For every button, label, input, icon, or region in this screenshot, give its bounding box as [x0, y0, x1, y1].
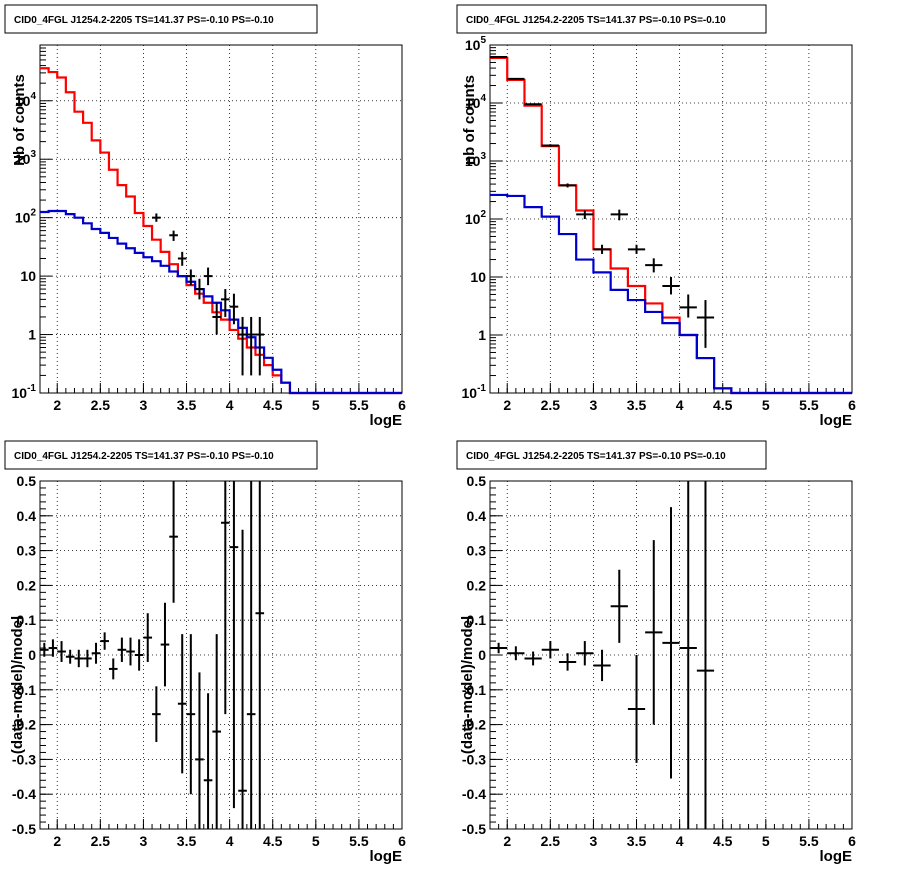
y-axis-label: (data-model)/model: [459, 616, 476, 754]
y-axis-label: (data-model)/model: [9, 616, 26, 754]
y-tick-label: 10: [20, 268, 36, 284]
histogram-series-2: [490, 193, 852, 395]
x-tick-label: 4.5: [713, 397, 733, 413]
y-tick-label: 0.5: [467, 473, 487, 489]
y-tick-label: 102: [465, 209, 487, 227]
y-tick-label: -0.5: [12, 821, 36, 837]
y-tick-label: 104: [465, 93, 487, 111]
x-tick-label: 5: [312, 833, 320, 849]
title-box: [456, 4, 767, 34]
y-tick-label: 102: [15, 208, 37, 226]
y-tick-label: -0.3: [12, 751, 36, 767]
chart-title: CID0_4FGL J1254.2-2205 TS=141.37 PS=-0.1…: [14, 15, 274, 26]
x-tick-label: 2: [53, 833, 61, 849]
x-tick-label: 2.5: [91, 833, 111, 849]
x-tick-label: 2.5: [541, 397, 561, 413]
y-tick-label: 0.5: [17, 473, 37, 489]
x-tick-label: 6: [848, 397, 856, 413]
x-tick-label: 5.5: [799, 833, 819, 849]
x-tick-label: 5: [312, 397, 320, 413]
x-tick-label: 2: [53, 397, 61, 413]
y-tick-label: -0.2: [462, 717, 486, 733]
y-tick-label: 104: [15, 91, 37, 109]
chart-title: CID0_4FGL J1254.2-2205 TS=141.37 PS=-0.1…: [466, 451, 726, 462]
y-tick-label: 0.1: [17, 612, 37, 628]
y-axis-label: Nb of counts: [11, 74, 28, 166]
x-tick-label: 2: [503, 397, 511, 413]
x-tick-label: 2: [503, 833, 511, 849]
x-tick-label: 2.5: [91, 397, 111, 413]
x-tick-label: 3: [140, 833, 148, 849]
plot-frame: [39, 44, 403, 394]
panel-3: 2 2.5 3 3.5 4 4.5 5 5.5 6 -0.5 -0.4 -0.3 -0.2 -0.1 0 0.…: [4, 440, 406, 865]
y-tick-label: 0.3: [17, 543, 37, 559]
x-tick-label: 3.5: [177, 833, 197, 849]
x-tick-label: 5.5: [799, 397, 819, 413]
panel-1: 2 2.5 3 3.5 4 4.5 5 5.5 6 10-1 1 10 102 103 104 logE Nb …: [4, 4, 406, 429]
y-tick-label: -0.1: [12, 682, 36, 698]
x-tick-label: 4.5: [263, 397, 283, 413]
y-tick-label: 0.4: [17, 508, 37, 524]
chart-title: CID0_4FGL J1254.2-2205 TS=141.37 PS=-0.1…: [14, 451, 274, 462]
y-tick-label: 0.3: [467, 543, 487, 559]
title-box: [4, 440, 318, 470]
y-tick-label: 0.2: [467, 577, 487, 593]
y-tick-label: 105: [465, 35, 487, 53]
y-tick-label: -0.2: [12, 717, 36, 733]
y-tick-label: 1: [28, 327, 36, 343]
title-box: [456, 440, 767, 470]
x-tick-label: 6: [398, 833, 406, 849]
y-tick-label: 10: [470, 269, 486, 285]
y-tick-label: -0.4: [462, 786, 486, 802]
y-tick-label: -0.5: [462, 821, 486, 837]
x-axis-label: logE: [820, 848, 853, 865]
x-tick-label: 3.5: [627, 397, 647, 413]
y-tick-label: 0: [478, 647, 486, 663]
title-box: [4, 4, 318, 34]
x-tick-label: 6: [398, 397, 406, 413]
x-tick-label: 3: [590, 397, 598, 413]
panel-2: 2 2.5 3 3.5 4 4.5 5 5.5 6 10-1 1 10 102 103 104 105 logE…: [456, 4, 856, 429]
x-axis-label: logE: [370, 848, 403, 865]
x-tick-label: 5.5: [349, 397, 369, 413]
y-tick-label: 103: [465, 151, 487, 169]
x-axis-label: logE: [820, 412, 853, 429]
x-tick-label: 4: [226, 397, 234, 413]
x-tick-label: 3: [590, 833, 598, 849]
y-tick-label: -0.4: [12, 786, 36, 802]
x-tick-label: 3.5: [177, 397, 197, 413]
y-tick-label: 0: [28, 647, 36, 663]
y-tick-label: 0.4: [467, 508, 487, 524]
y-tick-label: 0.2: [17, 577, 37, 593]
panel-4: 2 2.5 3 3.5 4 4.5 5 5.5 6 -0.5 -0.4 -0.3 -0.2 -0.1 0 0.…: [456, 440, 856, 865]
x-tick-label: 4.5: [713, 833, 733, 849]
x-tick-label: 3.5: [627, 833, 647, 849]
y-tick-label: 10-1: [12, 383, 37, 401]
y-tick-label: -0.1: [462, 682, 486, 698]
y-tick-label: 1: [478, 327, 486, 343]
x-tick-label: 4: [226, 833, 234, 849]
y-tick-label: -0.3: [462, 751, 486, 767]
x-tick-label: 3: [140, 397, 148, 413]
y-tick-label: 103: [15, 149, 37, 167]
x-tick-label: 4: [676, 833, 684, 849]
x-tick-label: 5.5: [349, 833, 369, 849]
x-tick-label: 6: [848, 833, 856, 849]
y-tick-label: 10-1: [462, 383, 487, 401]
x-axis-label: logE: [370, 412, 403, 429]
x-tick-label: 5: [762, 833, 770, 849]
y-axis-label: nb of counts: [461, 75, 478, 165]
x-tick-label: 2.5: [541, 833, 561, 849]
x-tick-label: 4.5: [263, 833, 283, 849]
x-tick-label: 4: [676, 397, 684, 413]
x-tick-label: 5: [762, 397, 770, 413]
chart-title: CID0_4FGL J1254.2-2205 TS=141.37 PS=-0.1…: [466, 15, 726, 26]
y-tick-label: 0.1: [467, 612, 487, 628]
